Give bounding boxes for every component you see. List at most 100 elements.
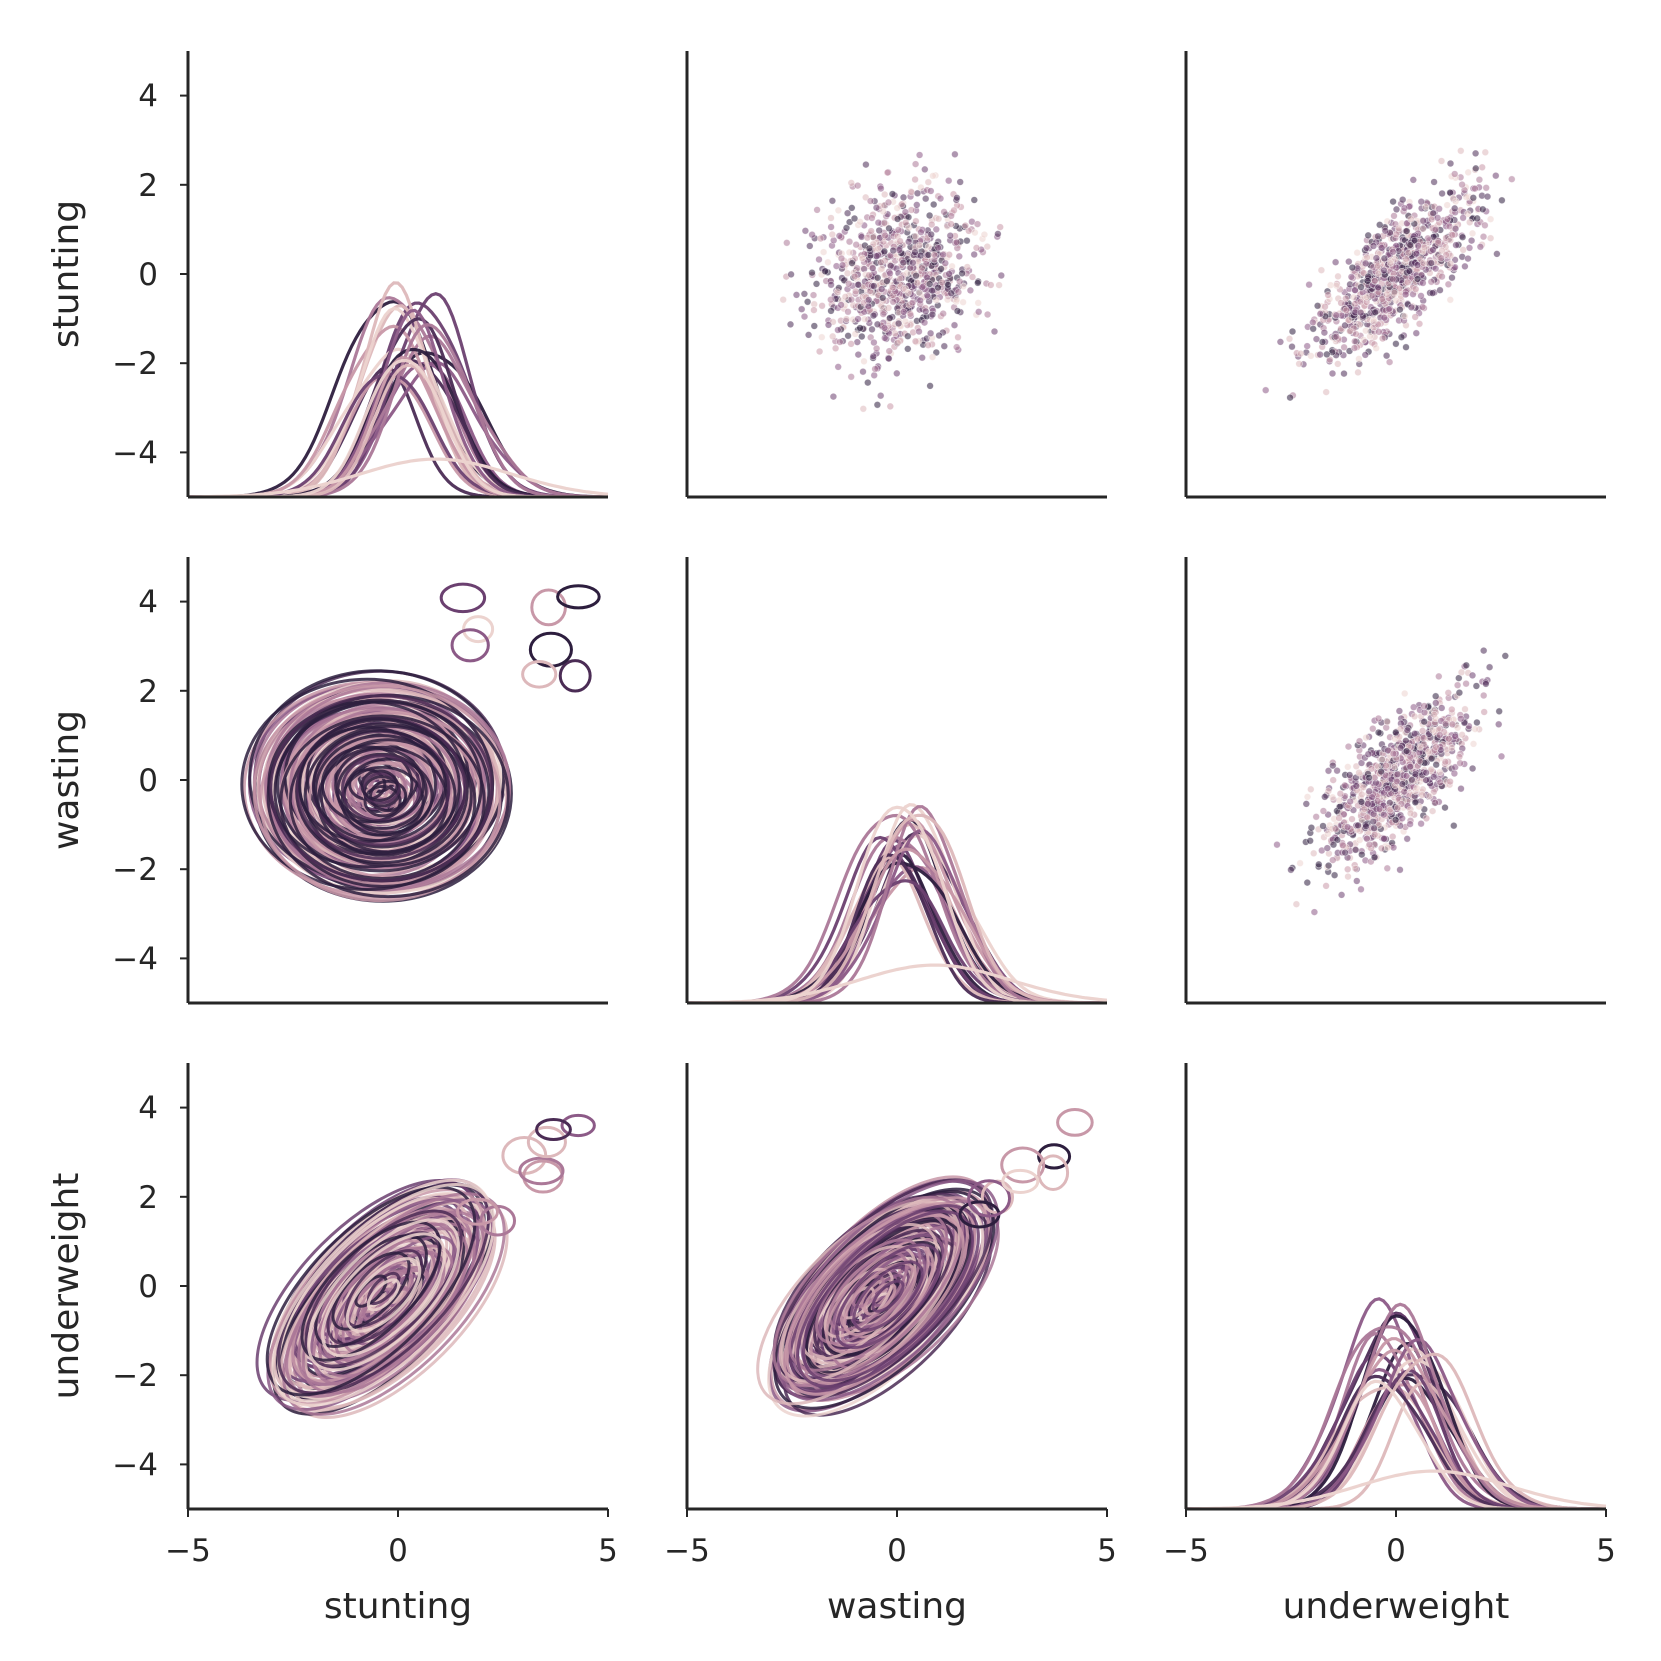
scatter-point: [990, 327, 999, 336]
scatter-point: [1374, 714, 1383, 723]
scatter-point: [1372, 344, 1380, 352]
scatter-point: [953, 194, 961, 202]
scatter-point: [1420, 243, 1429, 252]
scatter-point: [1349, 293, 1358, 301]
scatter-point: [1451, 225, 1460, 233]
kde-contour: [801, 1210, 975, 1383]
scatter-point: [821, 267, 829, 275]
scatter-point: [918, 354, 926, 362]
scatter-point: [1393, 803, 1402, 812]
scatter-point: [1351, 846, 1360, 854]
scatter-point: [1334, 272, 1342, 281]
scatter-point: [1383, 784, 1392, 793]
scatter-point: [1358, 790, 1366, 799]
scatter-point: [913, 201, 921, 209]
scatter-point: [1276, 338, 1285, 346]
kde-contour: [535, 1117, 572, 1142]
scatter-point: [1380, 254, 1389, 263]
scatter-point: [884, 304, 893, 312]
scatter-point: [847, 179, 855, 187]
scatter-point: [1344, 316, 1353, 324]
scatter-point: [947, 212, 955, 220]
scatter-point: [939, 250, 947, 259]
scatter-point: [1390, 212, 1398, 220]
scatter-point: [1418, 791, 1426, 799]
scatter-point: [1402, 227, 1411, 235]
scatter-point: [1478, 163, 1486, 172]
scatter-point: [1342, 294, 1350, 303]
scatter-point: [906, 310, 914, 318]
scatter-point: [883, 168, 892, 177]
kde-contour: [269, 694, 494, 883]
scatter-point: [944, 281, 952, 289]
scatter-point: [1428, 807, 1437, 815]
scatter-point: [1307, 823, 1316, 832]
scatter-point: [886, 402, 894, 411]
scatter-point: [862, 160, 870, 169]
scatter-point: [1385, 305, 1393, 313]
scatter-point: [1417, 819, 1425, 828]
kde-contour: [271, 1183, 496, 1407]
scatter-point: [1430, 178, 1438, 186]
scatter-point: [1354, 368, 1362, 377]
scatter-point: [1453, 723, 1462, 732]
scatter-point: [1435, 205, 1443, 213]
kde-contour: [363, 785, 402, 818]
scatter-point: [1323, 350, 1331, 359]
scatter-point: [1392, 205, 1401, 214]
scatter-point: [1468, 671, 1477, 680]
y-tick-label: 0: [138, 763, 158, 799]
scatter-point: [1363, 293, 1371, 301]
scatter-point: [1476, 243, 1485, 251]
kde-contour: [773, 1187, 996, 1410]
kde-contour: [360, 769, 399, 802]
scatter-point: [1398, 814, 1406, 823]
scatter-point: [834, 206, 843, 215]
scatter-point: [1402, 255, 1410, 263]
scatter-point: [1330, 871, 1339, 879]
scatter-point: [845, 238, 854, 246]
scatter-point: [909, 259, 917, 267]
scatter-point: [1475, 176, 1484, 184]
scatter-point: [1427, 215, 1436, 224]
scatter-point: [1468, 229, 1477, 238]
scatter-point: [948, 262, 956, 270]
scatter-point: [927, 187, 935, 195]
scatter-point: [1355, 836, 1364, 844]
scatter-point: [1344, 872, 1352, 881]
scatter-point: [779, 296, 787, 304]
scatter-point: [1452, 241, 1460, 249]
scatter-point: [1425, 792, 1434, 800]
x-tick-label: 0: [887, 1533, 907, 1569]
scatter-point: [1481, 148, 1490, 157]
scatter-point: [1469, 740, 1478, 748]
scatter-point: [1285, 335, 1294, 343]
kde-contour: [479, 1204, 517, 1237]
x-axis-label-stunting: stunting: [324, 1586, 472, 1627]
scatter-point: [1295, 360, 1303, 368]
kde-contour: [288, 722, 477, 881]
scatter-point: [1419, 279, 1427, 287]
scatter-point: [1378, 334, 1387, 343]
scatter-point: [1389, 749, 1398, 758]
scatter-point: [1373, 262, 1382, 270]
kde-contour: [1037, 1154, 1070, 1192]
scatter-point: [786, 320, 795, 329]
scatter-point: [1406, 809, 1415, 818]
scatter-point: [955, 277, 964, 286]
scatter-point: [818, 302, 826, 310]
scatter-point: [860, 357, 868, 365]
scatter-point: [1396, 866, 1404, 874]
x-tick-label: −5: [1163, 1533, 1209, 1569]
scatter-point: [1346, 327, 1354, 335]
scatter-point: [1392, 230, 1401, 239]
scatter-point: [1390, 289, 1399, 297]
scatter-point: [1438, 272, 1446, 281]
scatter-point: [1312, 335, 1321, 343]
kde-curve: [1186, 1379, 1606, 1509]
scatter-point: [1441, 803, 1449, 812]
scatter-point: [1412, 250, 1421, 258]
scatter-point: [1273, 840, 1281, 849]
kde-curve: [687, 879, 1107, 1003]
kde-contour: [530, 588, 567, 627]
